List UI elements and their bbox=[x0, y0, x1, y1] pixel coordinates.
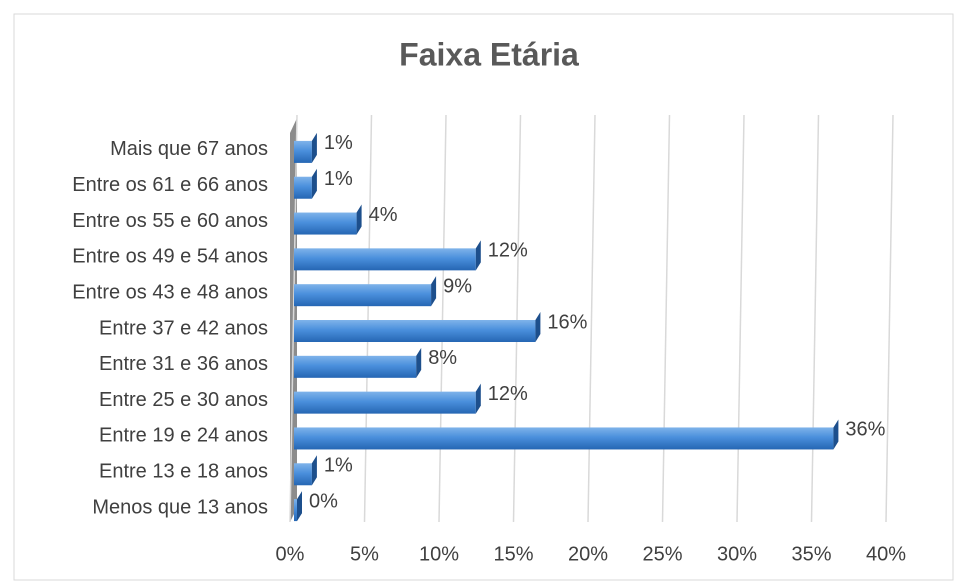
y-tick-label: Entre os 49 e 54 anos bbox=[72, 246, 268, 268]
x-tick-label: 30% bbox=[717, 543, 757, 565]
bar-side bbox=[475, 240, 481, 271]
y-tick-label: Entre 37 e 42 anos bbox=[99, 317, 268, 339]
bar-side bbox=[356, 204, 362, 235]
bar-side bbox=[416, 347, 422, 378]
bar bbox=[294, 427, 834, 450]
x-tick-label: 25% bbox=[642, 543, 682, 565]
grid-line bbox=[885, 114, 894, 523]
bar-side bbox=[311, 455, 317, 486]
y-tick-label: Entre 31 e 36 anos bbox=[99, 353, 268, 375]
bar-side bbox=[431, 276, 437, 307]
bar-side bbox=[475, 383, 481, 414]
bar bbox=[294, 391, 476, 414]
grid-line bbox=[438, 114, 447, 523]
y-tick-label: Entre os 43 e 48 anos bbox=[72, 281, 268, 303]
y-tick-label: Entre 13 e 18 anos bbox=[99, 461, 268, 483]
data-label: 12% bbox=[488, 240, 528, 262]
bar bbox=[294, 248, 476, 271]
bar-side bbox=[311, 132, 317, 163]
chart-title: Faixa Etária bbox=[399, 36, 579, 72]
bar bbox=[294, 355, 417, 378]
data-label: 12% bbox=[488, 383, 528, 405]
x-tick-label: 10% bbox=[419, 543, 459, 565]
data-label: 8% bbox=[428, 347, 457, 369]
y-tick-label: Menos que 13 anos bbox=[92, 496, 268, 518]
data-label: 4% bbox=[369, 204, 398, 226]
data-label: 36% bbox=[845, 419, 885, 441]
y-tick-label: Entre os 61 e 66 anos bbox=[72, 174, 268, 196]
x-tick-label: 35% bbox=[791, 543, 831, 565]
x-tick-label: 15% bbox=[493, 543, 533, 565]
grid-line bbox=[512, 114, 522, 523]
data-label: 1% bbox=[324, 168, 353, 190]
y-tick-label: Entre 19 e 24 anos bbox=[99, 425, 268, 447]
data-label: 1% bbox=[324, 132, 353, 154]
grid-line bbox=[363, 114, 373, 523]
y-tick-label: Entre os 55 e 60 anos bbox=[72, 210, 268, 232]
bar bbox=[294, 176, 312, 199]
bar bbox=[294, 499, 297, 522]
grid-line bbox=[661, 114, 671, 523]
grid-line bbox=[810, 114, 820, 523]
bar bbox=[294, 140, 312, 163]
grid-line bbox=[736, 114, 745, 523]
data-label: 1% bbox=[324, 455, 353, 477]
bar-side bbox=[833, 419, 839, 450]
x-tick-label: 20% bbox=[568, 543, 608, 565]
x-tick-label: 40% bbox=[866, 543, 906, 565]
bar-side bbox=[311, 168, 317, 199]
grid-line bbox=[587, 114, 596, 523]
bar bbox=[294, 212, 357, 235]
chart-frame bbox=[13, 13, 954, 581]
bar bbox=[294, 284, 432, 307]
bar-side bbox=[535, 312, 541, 342]
data-label: 0% bbox=[309, 490, 338, 512]
bar bbox=[294, 320, 536, 342]
x-tick-label: 0% bbox=[276, 543, 305, 565]
y-tick-label: Mais que 67 anos bbox=[110, 138, 268, 160]
y-tick-label: Entre 25 e 30 anos bbox=[99, 389, 268, 411]
data-label: 9% bbox=[443, 275, 472, 297]
bar-side bbox=[297, 491, 302, 522]
bar bbox=[294, 463, 312, 486]
data-label: 16% bbox=[547, 311, 587, 333]
x-tick-label: 5% bbox=[350, 543, 379, 565]
